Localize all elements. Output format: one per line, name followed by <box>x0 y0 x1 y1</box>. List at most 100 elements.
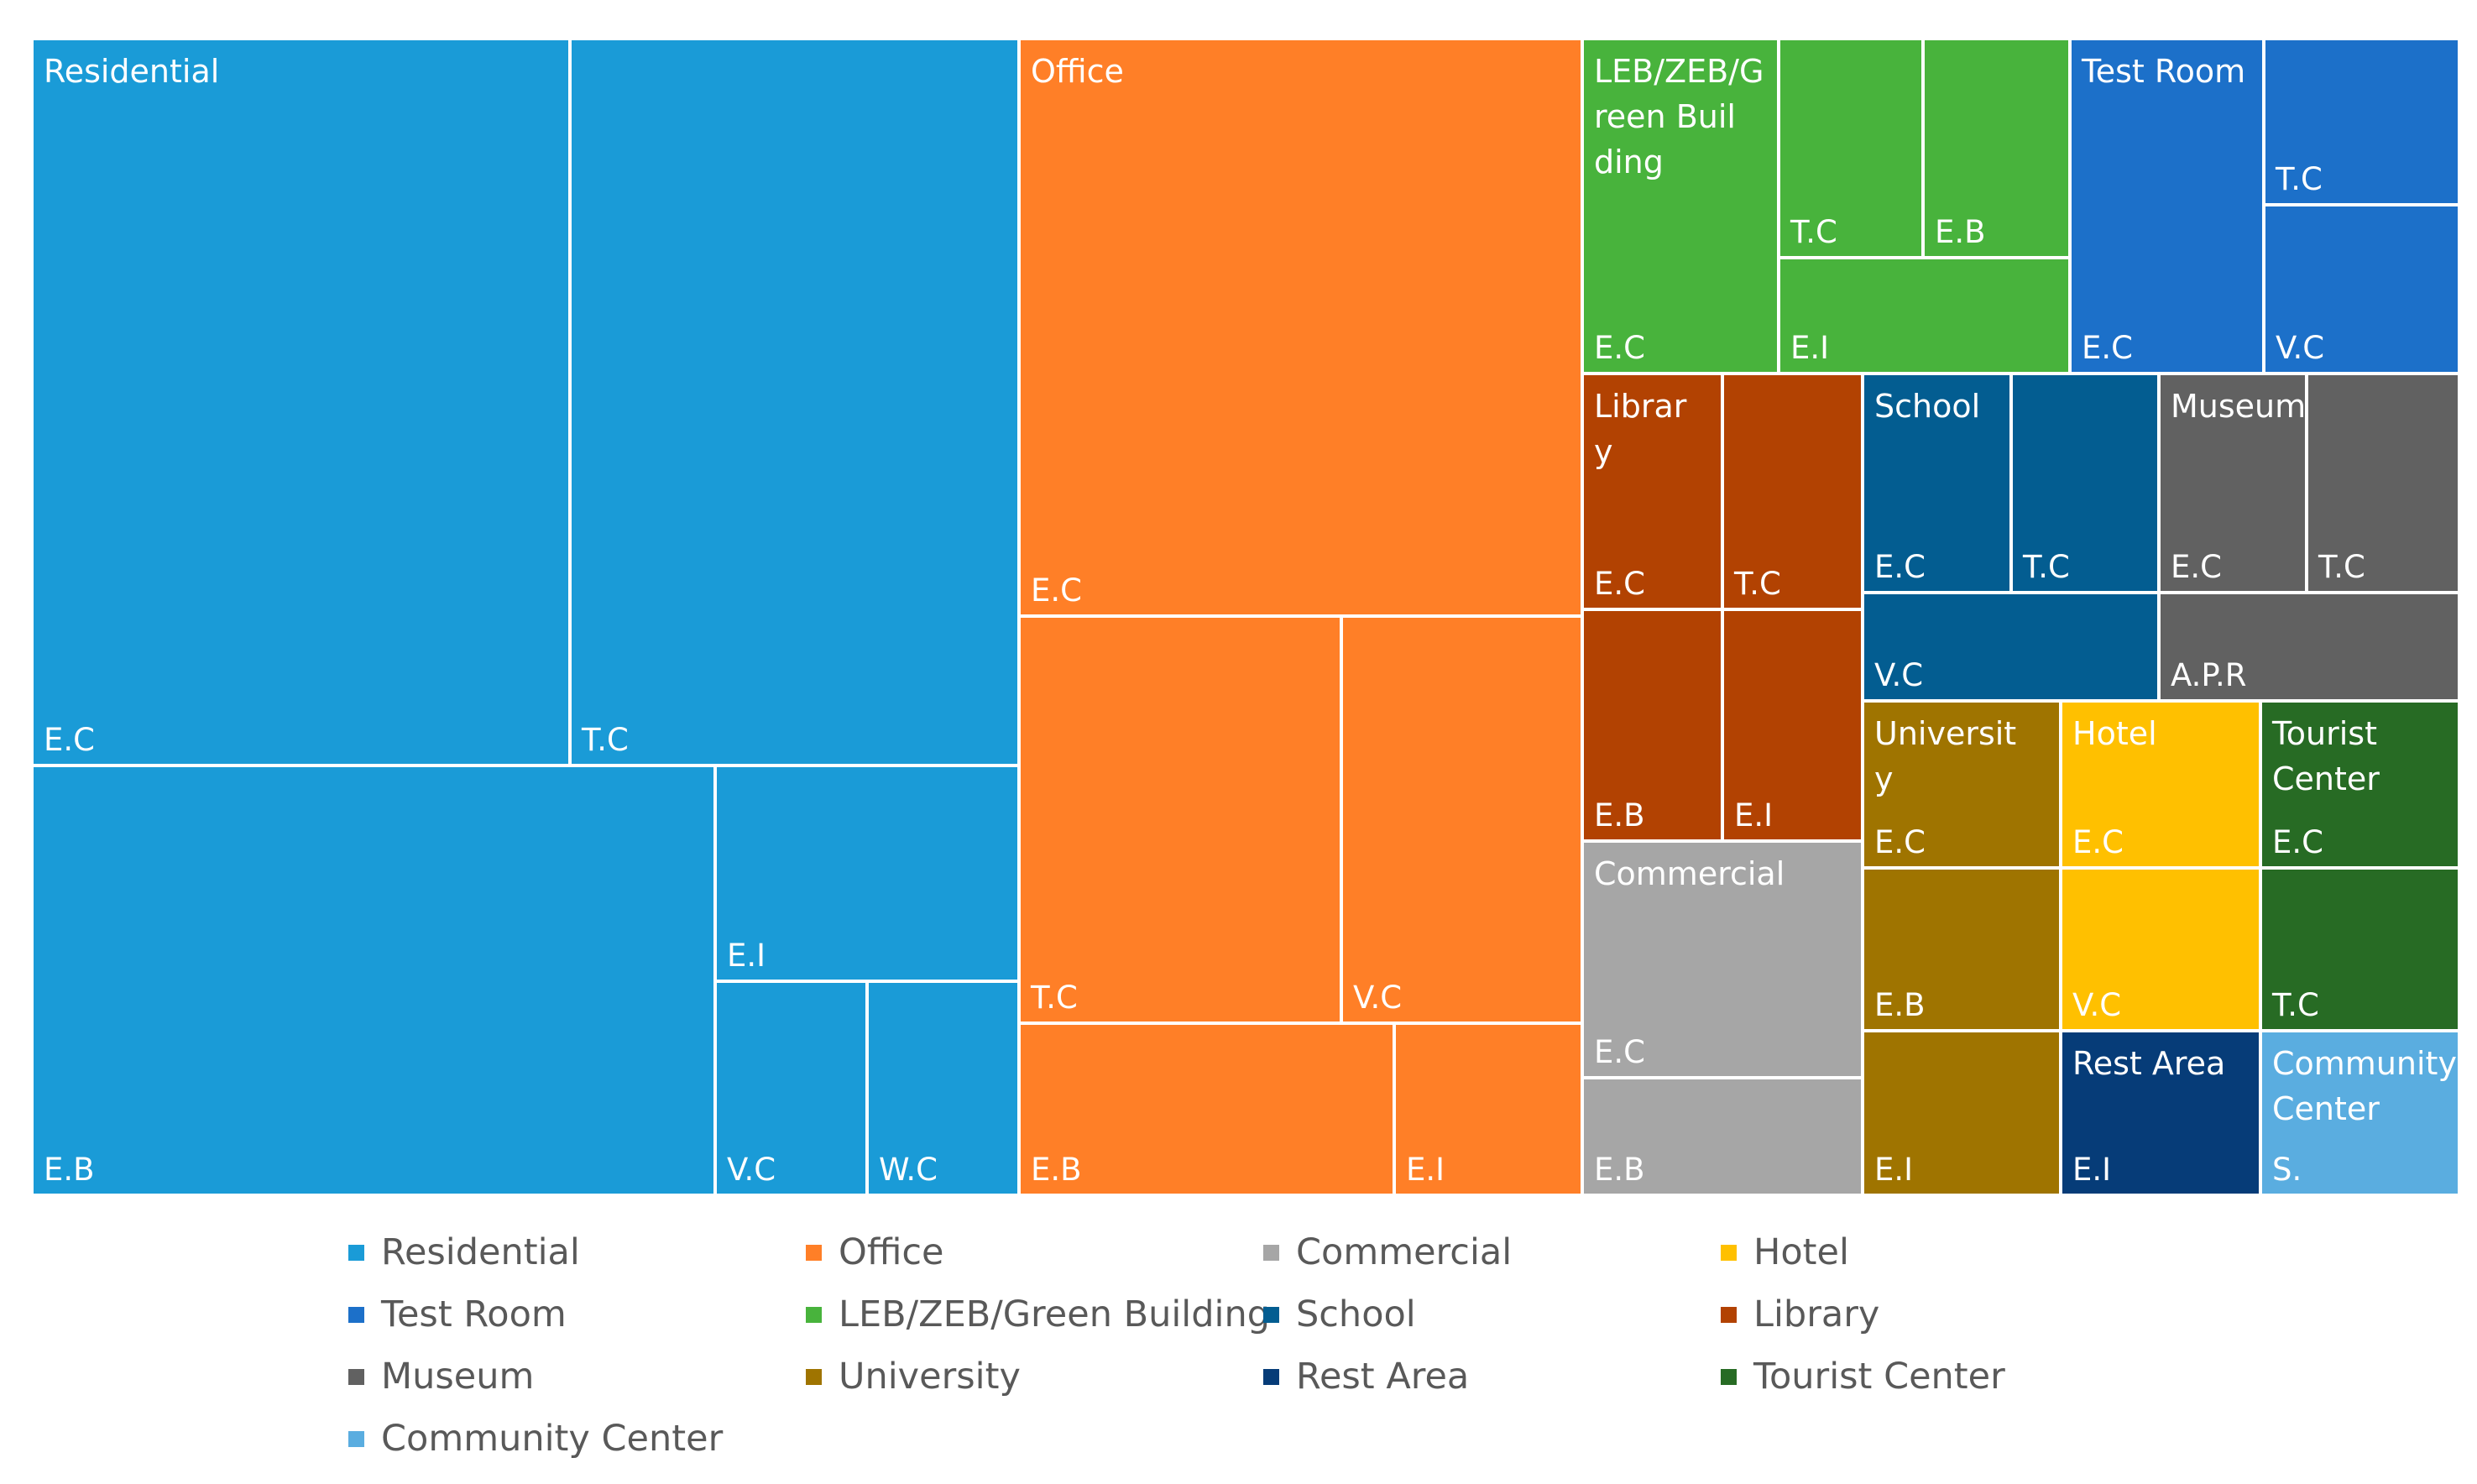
group-tourist-center: Tourist Center E.C T.C <box>2262 703 2458 1029</box>
tile-office-t-c <box>1021 618 1340 1022</box>
tile-residential-t-c <box>572 40 1017 764</box>
group-hotel: Hotel E.C V.C <box>2062 703 2259 1029</box>
tile-leb-zeb-green-building-e-c <box>1584 40 1777 372</box>
group-label-library: y <box>1594 433 1613 470</box>
tile-label: E.C <box>1594 566 1645 602</box>
legend-swatch <box>348 1306 364 1323</box>
legend-item-museum: Museum <box>348 1351 534 1402</box>
tile-label: W.C <box>879 1152 938 1188</box>
tile-label: E.C <box>1594 330 1645 366</box>
group-label-tourist-center: Center <box>2272 760 2380 797</box>
tile-hotel-e-c <box>2062 703 2259 866</box>
legend-label: Commercial <box>1296 1231 1513 1273</box>
tile-residential-e-i <box>717 767 1017 980</box>
tile-label: E.C <box>2072 824 2124 860</box>
tile-office-e-b <box>1021 1025 1393 1194</box>
legend-item-office: Office <box>806 1227 944 1278</box>
legend-label: Office <box>839 1231 944 1273</box>
group-label-rest-area: Rest Area <box>2072 1045 2225 1082</box>
tile-residential-v-c <box>717 983 865 1194</box>
tile-label: E.I <box>2072 1152 2111 1188</box>
group-label-leb-zeb-green-building: LEB/ZEB/G <box>1594 53 1764 90</box>
tile-office-e-c <box>1021 40 1581 614</box>
tile-leb-zeb-green-building-t-c <box>1780 40 1921 256</box>
legend-label: Test Room <box>381 1293 567 1335</box>
group-label-hotel: Hotel <box>2072 715 2157 752</box>
legend-swatch <box>1263 1368 1279 1385</box>
tile-label: E.I <box>1734 797 1773 833</box>
group-community-center: Community Center S. <box>2262 1032 2458 1194</box>
tile-residential-w-c <box>869 983 1017 1194</box>
group-label-residential: Residential <box>44 53 219 90</box>
tile-label: E.C <box>2082 330 2133 366</box>
tile-university-e-i <box>1864 1032 2059 1194</box>
legend-label: University <box>839 1356 1021 1398</box>
tile-school-e-c <box>1864 375 2009 591</box>
tile-label: E.B <box>1874 987 1926 1023</box>
group-label-office: Office <box>1031 53 1124 90</box>
tile-label: T.C <box>1790 214 1837 250</box>
legend-swatch <box>1263 1306 1279 1323</box>
tile-leb-zeb-green-building-e-b <box>1925 40 2068 256</box>
tile-university-e-b <box>1864 870 2059 1029</box>
tile-label: T.C <box>2022 549 2070 585</box>
group-residential: Residential E.C T.C E.B E.I V.C W.C <box>34 40 1017 1194</box>
group-label-school: School <box>1874 388 1980 425</box>
legend-item-community-center: Community Center <box>348 1413 723 1464</box>
tile-label: E.I <box>1790 330 1829 366</box>
legend-item-rest-area: Rest Area <box>1263 1351 1469 1402</box>
tile-commercial-e-c <box>1584 843 1861 1076</box>
tile-library-t-c <box>1724 375 1861 608</box>
tile-school-v-c <box>1864 594 2157 699</box>
legend-item-residential: Residential <box>348 1227 580 1278</box>
group-test-room: Test Room E.C T.C V.C <box>2072 40 2458 372</box>
tile-test-room-v-c <box>2265 206 2458 372</box>
tile-library-e-b <box>1584 611 1721 839</box>
legend-item-university: University <box>806 1351 1021 1402</box>
tile-hotel-v-c <box>2062 870 2259 1029</box>
legend-item-commercial: Commercial <box>1263 1227 1512 1278</box>
legend-swatch <box>1721 1244 1737 1261</box>
tile-rest-area-e-i <box>2062 1032 2259 1194</box>
legend-swatch <box>1721 1368 1737 1385</box>
group-label-community-center: Center <box>2272 1090 2380 1127</box>
legend-swatch <box>348 1430 364 1447</box>
tile-library-e-i <box>1724 611 1861 839</box>
tile-label: T.C <box>1030 980 1078 1016</box>
legend-label: Museum <box>381 1356 535 1398</box>
group-library: Librar y E.C T.C E.B E.I <box>1584 375 1861 839</box>
treemap-chart: Residential E.C T.C E.B E.I V.C W.C Office E.C T.… <box>34 40 2458 1194</box>
group-label-library: Librar <box>1594 388 1687 425</box>
legend-swatch <box>348 1244 364 1261</box>
group-rest-area: Rest Area E.I <box>2062 1032 2259 1194</box>
tile-tourist-center-t-c <box>2262 870 2458 1029</box>
group-school: School E.C T.C V.C <box>1864 375 2157 699</box>
tile-residential-e-c <box>34 40 568 764</box>
group-commercial: Commercial E.C E.B <box>1584 843 1861 1194</box>
tile-label: T.C <box>2275 161 2323 197</box>
tile-label: E.C <box>1874 824 1926 860</box>
tile-label: E.B <box>1935 214 1986 250</box>
tile-museum-e-c <box>2161 375 2305 591</box>
tile-label: E.C <box>2171 549 2222 585</box>
tile-museum-a-p-r <box>2161 594 2458 699</box>
tile-label: E.C <box>1031 572 1082 609</box>
tile-label: E.C <box>44 722 95 758</box>
tile-library-e-c <box>1584 375 1721 608</box>
group-museum: Museum E.C T.C A.P.R <box>2161 375 2458 699</box>
group-label-museum: Museum <box>2171 388 2306 425</box>
legend-label: Rest Area <box>1296 1356 1470 1398</box>
tile-university-e-c <box>1864 703 2059 866</box>
legend-item-school: School <box>1263 1289 1416 1340</box>
group-label-community-center: Community <box>2272 1045 2457 1082</box>
tile-label: T.C <box>2271 987 2319 1023</box>
group-label-university: Universit <box>1874 715 2016 752</box>
legend-label: School <box>1296 1293 1416 1335</box>
tile-residential-e-b <box>34 767 713 1194</box>
group-university: Universit y E.C E.B E.I <box>1864 703 2059 1194</box>
group-label-university: y <box>1874 760 1894 797</box>
tile-label: V.C <box>727 1152 776 1188</box>
tile-label: V.C <box>1353 980 1402 1016</box>
tile-school-t-c <box>2013 375 2157 591</box>
group-label-leb-zeb-green-building: reen Buil <box>1594 98 1736 135</box>
